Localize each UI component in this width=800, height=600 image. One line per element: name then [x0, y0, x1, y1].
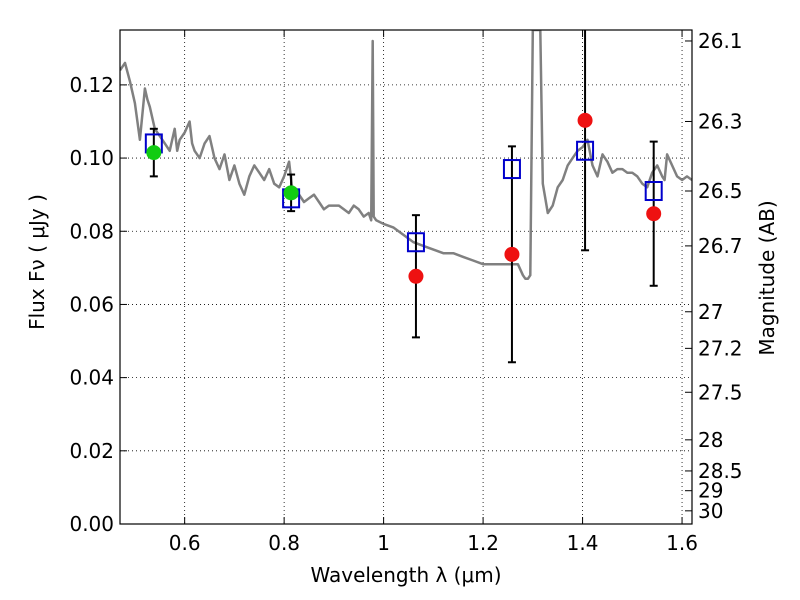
model-photometry-square — [502, 159, 521, 180]
observed-point — [408, 268, 424, 284]
grid — [120, 30, 692, 524]
right-tick-label: 28.5 — [698, 459, 743, 483]
right-tick-label: 27.2 — [698, 336, 743, 360]
right-tick-label: 27 — [698, 300, 723, 324]
right-tick-label: 26.3 — [698, 109, 743, 133]
right-tick-label: 27.5 — [698, 380, 743, 404]
x-tick-label: 1.6 — [666, 531, 698, 555]
observed-point — [646, 206, 662, 222]
y-tick-label: 0.04 — [69, 366, 114, 390]
x-tick-label: 0.6 — [169, 531, 201, 555]
observed-point — [577, 112, 593, 128]
plot-frame — [119, 29, 693, 525]
right-tick-label: 30 — [698, 499, 723, 523]
right-tick-label: 26.5 — [698, 179, 743, 203]
y-tick-label: 0.10 — [69, 146, 114, 170]
right-tick-label: 26.1 — [698, 29, 743, 53]
right-tick-label: 26.7 — [698, 234, 743, 258]
observed-point — [146, 145, 162, 161]
x-tick-label: 0.8 — [268, 531, 300, 555]
observed-point — [504, 246, 520, 262]
model-photometry-square — [644, 181, 663, 202]
right-axis-label: Magnitude (AB) — [755, 200, 779, 355]
x-tick-label: 1 — [377, 531, 390, 555]
right-tick-label: 28 — [698, 428, 723, 452]
model-photometry-square — [576, 140, 595, 161]
x-tick-label: 1.4 — [567, 531, 599, 555]
y-tick-label: 0.08 — [69, 219, 114, 243]
x-axis-label: Wavelength λ (μm) — [310, 563, 501, 587]
right-tick-label: 29 — [698, 479, 723, 503]
ticks: 0.6 0.8 1 1.2 1.4 1.6 0.00 0.02 0.04 0.06 0.08 0.10… — [69, 29, 742, 555]
y-tick-label: 0.06 — [69, 292, 114, 316]
model-sed-line — [120, 30, 692, 281]
observed-point — [283, 185, 299, 201]
y-tick-label: 0.02 — [69, 439, 114, 463]
y-axis-label: Flux Fν ( μJy ) — [25, 194, 49, 330]
model-photometry-square — [406, 232, 425, 253]
x-tick-label: 1.2 — [467, 531, 499, 555]
y-tick-label: 0.00 — [69, 512, 114, 536]
y-tick-label: 0.12 — [69, 73, 114, 97]
plot-area — [120, 30, 692, 364]
